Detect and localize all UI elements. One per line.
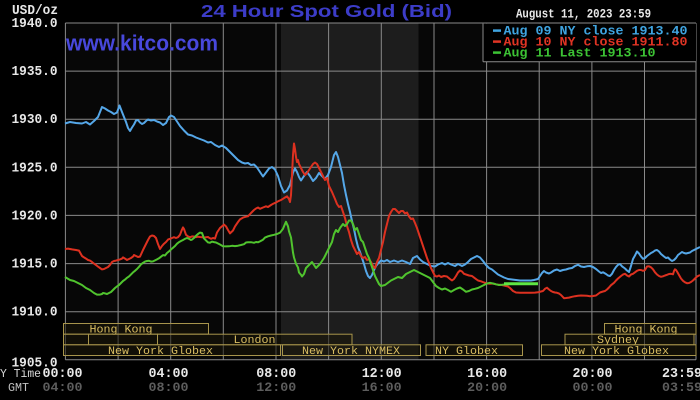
svg-text:03:59: 03:59 — [662, 380, 700, 395]
svg-text:1940.0: 1940.0 — [12, 16, 58, 32]
svg-text:1935.0: 1935.0 — [12, 64, 58, 80]
svg-text:1925.0: 1925.0 — [12, 160, 58, 176]
svg-text:Hong Kong: Hong Kong — [615, 325, 678, 337]
svg-text:New York Globex: New York Globex — [564, 346, 669, 358]
svg-text:New York NYMEX: New York NYMEX — [302, 346, 400, 358]
svg-text:04:00: 04:00 — [43, 380, 83, 395]
svg-text:August 11, 2023 23:59: August 11, 2023 23:59 — [516, 7, 651, 22]
svg-text:Aug 09 NY close 1913.40: Aug 09 NY close 1913.40 — [504, 24, 688, 39]
svg-text:Y Time: Y Time — [0, 367, 41, 381]
svg-text:1915.0: 1915.0 — [12, 257, 58, 273]
svg-text:Sydney: Sydney — [597, 335, 639, 347]
svg-text:1910.0: 1910.0 — [12, 305, 58, 321]
svg-text:16:00: 16:00 — [467, 367, 507, 382]
svg-text:Aug 11 Last 1913.10: Aug 11 Last 1913.10 — [504, 46, 656, 61]
svg-text:Aug 10 NY close 1911.80: Aug 10 NY close 1911.80 — [504, 35, 688, 50]
svg-text:20:00: 20:00 — [573, 367, 613, 382]
svg-text:16:00: 16:00 — [362, 380, 402, 395]
svg-text:1920.0: 1920.0 — [12, 208, 58, 224]
svg-text:New York Globex: New York Globex — [108, 346, 213, 358]
svg-text:24 Hour Spot Gold (Bid): 24 Hour Spot Gold (Bid) — [201, 1, 452, 21]
svg-text:00:00: 00:00 — [573, 380, 613, 395]
svg-text:04:00: 04:00 — [149, 367, 189, 382]
svg-text:20:00: 20:00 — [467, 380, 507, 395]
svg-text:12:00: 12:00 — [256, 380, 296, 395]
svg-text:08:00: 08:00 — [149, 380, 189, 395]
svg-text:London: London — [234, 335, 276, 347]
svg-text:1905.0: 1905.0 — [12, 355, 58, 371]
svg-text:www.kitco.com: www.kitco.com — [65, 31, 218, 56]
svg-text:00:00: 00:00 — [43, 367, 83, 382]
svg-text:1930.0: 1930.0 — [12, 112, 58, 128]
svg-text:GMT: GMT — [8, 381, 29, 395]
svg-text:NY Globex: NY Globex — [435, 346, 498, 358]
svg-text:08:00: 08:00 — [256, 367, 296, 382]
svg-text:USD/oz: USD/oz — [12, 4, 58, 19]
svg-text:Hong Kong: Hong Kong — [90, 325, 153, 337]
svg-text:23:59: 23:59 — [662, 367, 700, 382]
svg-text:12:00: 12:00 — [362, 367, 402, 382]
